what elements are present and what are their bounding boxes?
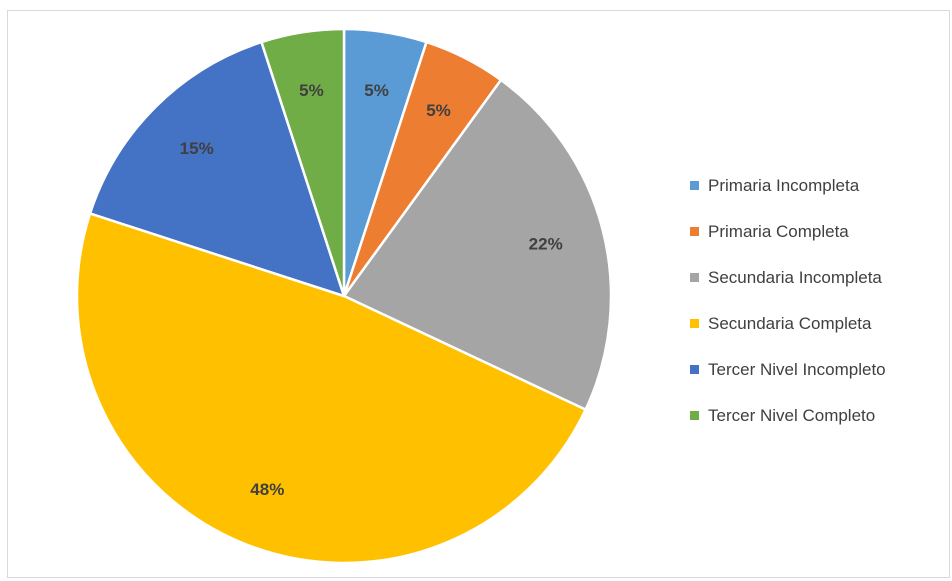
legend-swatch — [690, 319, 699, 328]
pie-slice-secundaria-completa — [75, 212, 587, 565]
legend-label: Primaria Incompleta — [708, 175, 860, 195]
legend-item-primaria-completa: Primaria Completa — [690, 220, 886, 243]
pie-slice-tercer-nivel-completo — [260, 27, 346, 298]
data-label-primaria-incompleta: 5% — [364, 81, 389, 100]
legend-swatch — [690, 273, 699, 282]
legend-item-secundaria-incompleta: Secundaria Incompleta — [690, 266, 886, 289]
legend: Primaria Incompleta Primaria Completa Se… — [690, 174, 886, 427]
legend-item-secundaria-completa: Secundaria Completa — [690, 312, 886, 335]
data-label-tercer-nivel-incompleto: 15% — [180, 139, 214, 158]
pie-slice-tercer-nivel-incompleto — [88, 40, 346, 298]
legend-item-tercer-nivel-completo: Tercer Nivel Completo — [690, 404, 886, 427]
legend-label: Primaria Completa — [708, 221, 849, 241]
legend-item-primaria-incompleta: Primaria Incompleta — [690, 174, 886, 197]
legend-label: Secundaria Completa — [708, 313, 872, 333]
data-label-secundaria-incompleta: 22% — [529, 235, 563, 254]
data-label-tercer-nivel-completo: 5% — [299, 81, 324, 100]
legend-swatch — [690, 365, 699, 374]
data-label-secundaria-completa: 48% — [250, 480, 284, 499]
legend-swatch — [690, 411, 699, 420]
legend-label: Tercer Nivel Incompleto — [708, 359, 886, 379]
legend-label: Tercer Nivel Completo — [708, 405, 876, 425]
legend-item-tercer-nivel-incompleto: Tercer Nivel Incompleto — [690, 358, 886, 381]
legend-label: Secundaria Incompleta — [708, 267, 882, 287]
legend-swatch — [690, 181, 699, 190]
data-label-primaria-completa: 5% — [426, 101, 451, 120]
legend-swatch — [690, 227, 699, 236]
